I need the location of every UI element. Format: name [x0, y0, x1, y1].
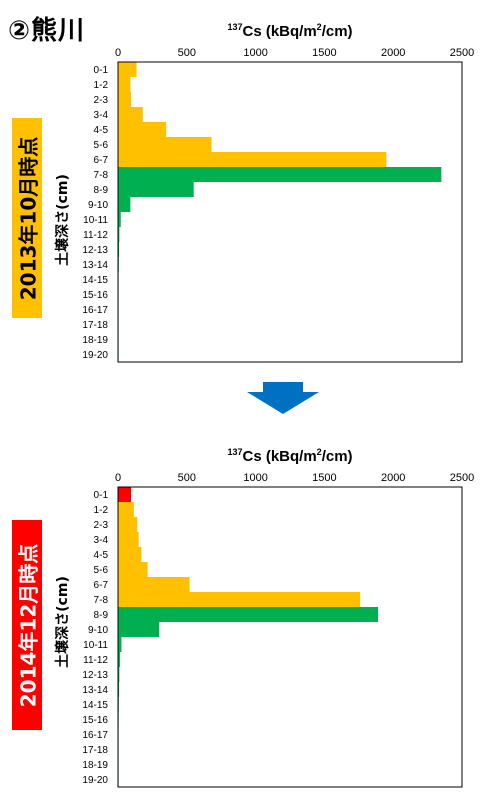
period-badge-2014: 2014年12月時点 — [12, 520, 42, 730]
y-tick-label: 11-12 — [83, 230, 108, 241]
bar-11-12 — [118, 227, 120, 242]
bar-4-5 — [118, 547, 142, 562]
bar-13-14 — [118, 682, 120, 697]
y-tick-label: 3-4 — [94, 110, 109, 121]
bar-2-3 — [118, 517, 138, 532]
y-tick-label: 8-9 — [94, 610, 109, 621]
y-tick-label: 4-5 — [94, 125, 109, 136]
x-tick-label: 0 — [115, 472, 121, 484]
cs-depth-chart-2013: 137Cs (kBq/m2/cm) 0 500 1000 1500 2000 2500 0-1… — [82, 22, 474, 363]
x-tick-label: 1000 — [243, 472, 267, 484]
bar-12-13 — [118, 242, 120, 257]
y-tick-label: 10-11 — [83, 215, 108, 226]
cs-depth-chart-2014: 137Cs (kBq/m2/cm) 0 500 1000 1500 2000 2500 0-1… — [82, 447, 474, 788]
bar-6-7 — [118, 577, 190, 592]
y-tick-label: 15-16 — [82, 290, 108, 301]
bar-10-11 — [118, 637, 122, 652]
y-tick-label: 11-12 — [83, 655, 108, 666]
bar-4-5 — [118, 122, 167, 137]
y-tick-label: 19-20 — [82, 350, 108, 361]
y-tick-label: 17-18 — [82, 745, 108, 756]
x-tick-label: 1500 — [312, 47, 336, 59]
x-tick-label: 2500 — [450, 472, 474, 484]
page-title: ②熊川 — [8, 16, 86, 46]
y-tick-label: 16-17 — [82, 305, 108, 316]
y-tick-label: 5-6 — [94, 565, 109, 576]
y-tick-label: 2-3 — [94, 95, 109, 106]
bar-11-12 — [118, 652, 121, 667]
y-tick-label: 8-9 — [94, 185, 109, 196]
y-tick-label: 7-8 — [94, 170, 109, 181]
bar-9-10 — [118, 197, 131, 212]
x-tick-label: 0 — [115, 47, 121, 59]
y-tick-label: 14-15 — [82, 275, 108, 286]
x-axis-title: 137Cs (kBq/m2/cm) — [227, 447, 352, 465]
y-tick-label: 9-10 — [88, 200, 108, 211]
x-tick-label: 2000 — [381, 47, 405, 59]
y-tick-label: 17-18 — [82, 320, 108, 331]
bar-5-6 — [118, 137, 212, 152]
bar-7-8 — [118, 167, 442, 182]
y-tick-label: 0-1 — [94, 490, 109, 501]
y-tick-label: 2-3 — [94, 520, 109, 531]
bar-5-6 — [118, 562, 148, 577]
y-tick-label: 14-15 — [82, 700, 108, 711]
y-tick-label: 6-7 — [94, 580, 109, 591]
y-tick-label: 19-20 — [82, 775, 108, 786]
y-tick-label: 15-16 — [82, 715, 108, 726]
bar-10-11 — [118, 212, 121, 227]
bar-9-10 — [118, 622, 160, 637]
x-axis-title: 137Cs (kBq/m2/cm) — [227, 22, 352, 40]
bar-12-13 — [118, 667, 120, 682]
plot-frame — [117, 486, 463, 788]
y-tick-label: 13-14 — [82, 685, 108, 696]
y-tick-label: 13-14 — [82, 260, 108, 271]
bar-0-1 — [118, 487, 132, 502]
y-tick-label: 7-8 — [94, 595, 109, 606]
y-tick-label: 6-7 — [94, 155, 109, 166]
y-tick-label: 3-4 — [94, 535, 109, 546]
plot-frame — [117, 61, 463, 363]
x-tick-label: 500 — [178, 47, 196, 59]
y-tick-label: 9-10 — [88, 625, 108, 636]
down-arrow-icon — [247, 382, 319, 414]
x-tick-label: 2500 — [450, 47, 474, 59]
bar-1-2 — [118, 502, 134, 517]
bar-1-2 — [118, 77, 131, 92]
y-tick-label: 1-2 — [94, 80, 109, 91]
bar-6-7 — [118, 152, 387, 167]
y-tick-label: 5-6 — [94, 140, 109, 151]
period-badge-2013: 2013年10月時点 — [12, 118, 42, 318]
x-tick-label: 1000 — [243, 47, 267, 59]
y-tick-label: 18-19 — [82, 760, 108, 771]
bar-2-3 — [118, 92, 132, 107]
y-tick-label: 12-13 — [82, 670, 108, 681]
y-tick-label: 10-11 — [83, 640, 108, 651]
y-tick-label: 12-13 — [82, 245, 108, 256]
x-tick-label: 500 — [178, 472, 196, 484]
x-tick-label: 1500 — [312, 472, 336, 484]
bar-3-4 — [118, 532, 139, 547]
y-tick-label: 0-1 — [94, 65, 109, 76]
bar-7-8 — [118, 592, 361, 607]
bar-3-4 — [118, 107, 143, 122]
y-tick-label: 1-2 — [94, 505, 109, 516]
bar-0-1 — [118, 62, 137, 77]
y-tick-label: 4-5 — [94, 550, 109, 561]
bar-8-9 — [118, 607, 379, 622]
x-tick-label: 2000 — [381, 472, 405, 484]
bar-8-9 — [118, 182, 194, 197]
y-tick-label: 16-17 — [82, 730, 108, 741]
y-tick-label: 18-19 — [82, 335, 108, 346]
